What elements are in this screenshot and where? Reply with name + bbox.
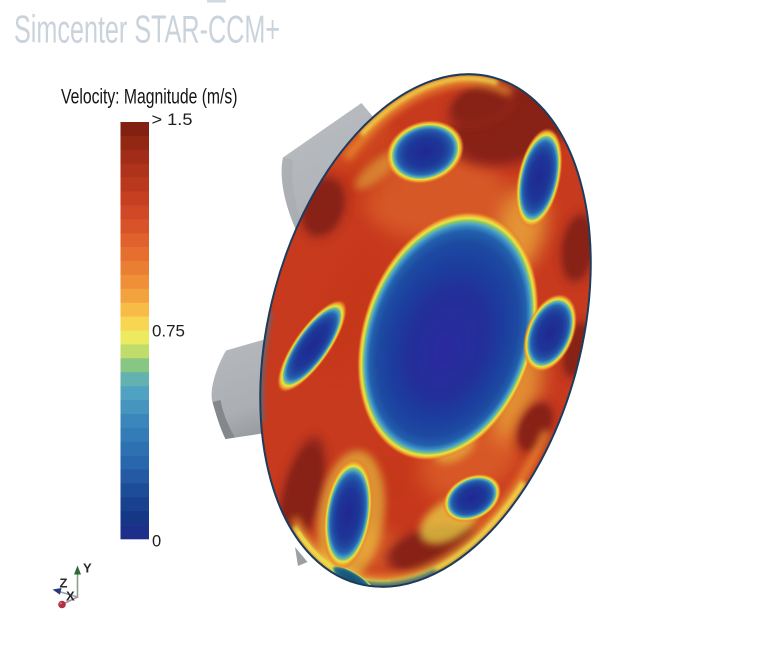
svg-text:X: X	[66, 589, 75, 604]
svg-text:0: 0	[152, 533, 161, 551]
svg-text:Y: Y	[83, 561, 92, 576]
svg-text:Z: Z	[60, 576, 68, 591]
svg-text:Simcenter STAR-CCM+: Simcenter STAR-CCM+	[14, 9, 280, 52]
svg-text:Velocity: Magnitude (m/s): Velocity: Magnitude (m/s)	[61, 85, 238, 108]
svg-text:0.75: 0.75	[152, 323, 185, 341]
svg-text:> 1.5: > 1.5	[152, 111, 193, 129]
